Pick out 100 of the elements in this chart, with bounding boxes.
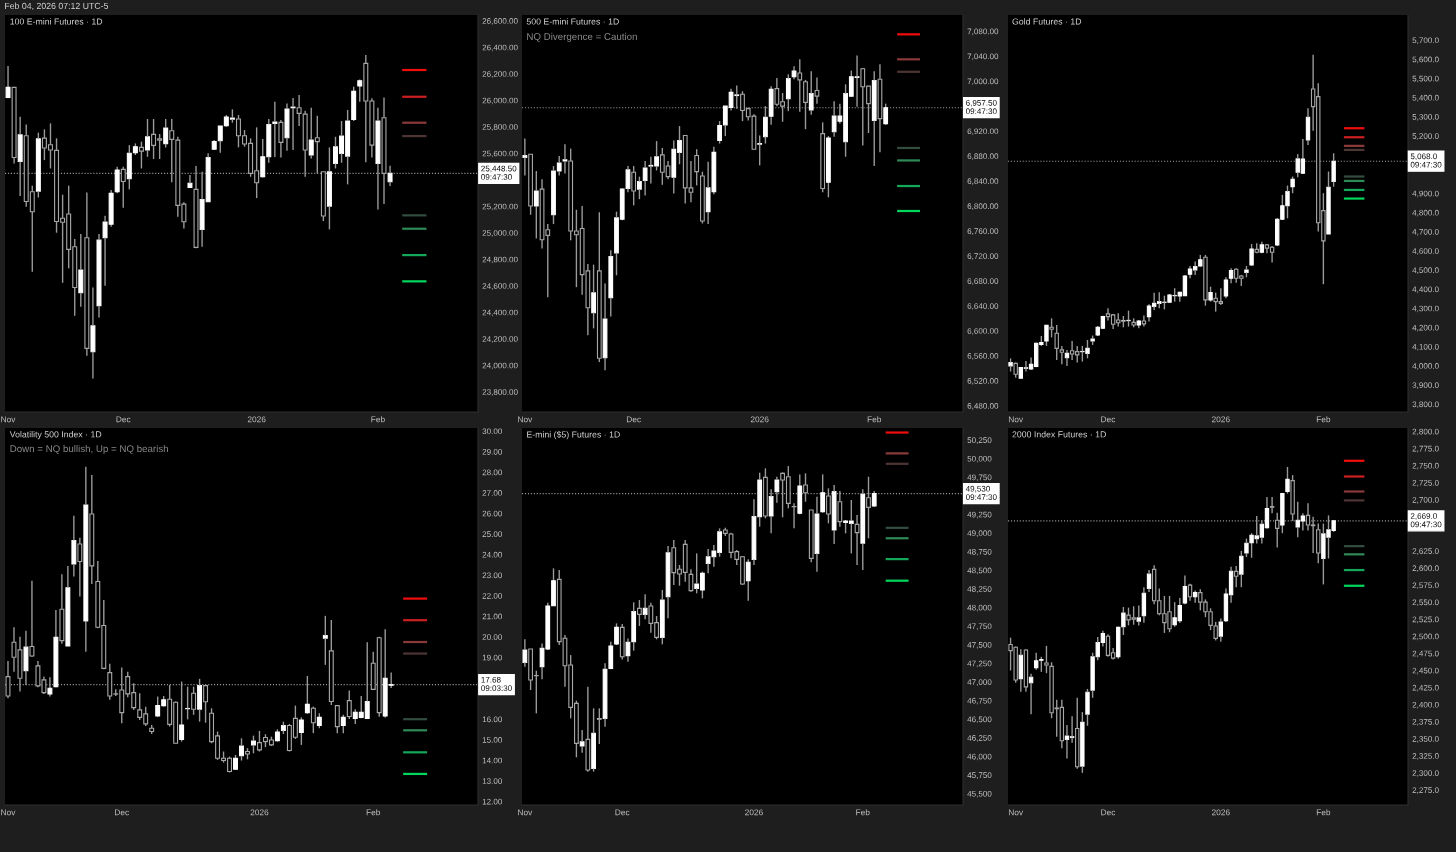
y-tick-label: 50,000 [967, 455, 992, 463]
candlestick [1269, 245, 1275, 264]
chart-title: 100 E-mini Futures · 1D [10, 18, 103, 25]
y-tick-label: 13.00 [482, 778, 503, 784]
x-tick-label: Feb [371, 416, 385, 423]
y-tick-label: 28.00 [482, 469, 503, 476]
y-tick-label: 23,800.00 [482, 389, 518, 396]
candlestick [1182, 274, 1188, 297]
y-tick-label: 25.00 [482, 531, 503, 537]
candlestick [83, 465, 89, 653]
x-tick-label: 2026 [750, 416, 769, 423]
candlestick [77, 536, 83, 598]
y-tick-label: 5,200.0 [1412, 133, 1439, 140]
candlestick [1285, 466, 1290, 495]
y-tick-label: 4,000.0 [1412, 363, 1439, 370]
candlestick [1018, 366, 1024, 379]
candlestick [562, 143, 568, 175]
y-tick-label: 4,600.0 [1412, 248, 1439, 255]
x-tick-label: Dec [626, 416, 641, 423]
candlestick [1305, 107, 1311, 146]
y-tick-label: 7,040.00 [967, 53, 999, 61]
y-tick-label: 4,800.0 [1412, 209, 1439, 217]
chart-title: 500 E-mini Futures · 1D [526, 18, 619, 25]
x-tick-label: Feb [366, 809, 381, 816]
y-tick-label: 6,720.00 [967, 253, 999, 260]
y-tick-label: 6,600.00 [967, 328, 999, 335]
candlestick [579, 729, 585, 754]
y-tick-label: 2,550.0 [1412, 599, 1439, 607]
y-tick-label: 45,500 [967, 790, 992, 798]
candlestick [71, 515, 77, 578]
y-tick-label: 4,900.0 [1412, 190, 1439, 198]
x-tick-label: Dec [615, 809, 630, 816]
y-tick-label: 2,575.0 [1412, 582, 1439, 590]
y-tick-label: 24,400.00 [482, 309, 518, 317]
y-tick-label: 2,475.0 [1412, 650, 1439, 658]
y-tick-label: 2,275.0 [1412, 787, 1439, 794]
x-tick-label: Nov [1008, 809, 1024, 816]
y-tick-label: 46,000 [967, 753, 992, 761]
x-tick-label: Feb [1316, 809, 1331, 816]
ref-line-label: 49,530 09:47:30 [965, 485, 997, 500]
y-tick-label: 2,350.0 [1412, 736, 1439, 743]
x-tick-label: 2026 [1211, 809, 1230, 816]
chart-title: Volatility 500 Index · 1D [9, 431, 102, 440]
y-tick-label: 6,800.00 [967, 203, 999, 210]
candlestick [688, 568, 694, 593]
candlestick [278, 119, 284, 159]
y-tick-label: 5,300.0 [1412, 114, 1439, 121]
y-tick-label: 24.00 [482, 551, 503, 558]
candlestick [866, 475, 871, 540]
x-tick-label: Dec [1101, 809, 1116, 816]
candlestick [89, 474, 95, 585]
candlestick [357, 78, 363, 103]
y-tick-label: 20.00 [482, 634, 503, 640]
x-tick-label: 2026 [247, 416, 266, 423]
y-tick-label: 6,520.00 [967, 378, 999, 385]
candlestick [608, 641, 614, 671]
candlestick [642, 593, 648, 621]
candlestick [522, 137, 528, 177]
candlestick [272, 100, 278, 158]
x-tick-label: 2026 [250, 809, 269, 816]
y-tick-label: 50,250 [967, 437, 992, 444]
text: Down = NQ bullish, Up = NQ bearish [10, 444, 168, 455]
y-tick-label: 29.00 [482, 448, 503, 455]
x-tick-label: Feb [867, 416, 882, 423]
y-tick-label: 47,500 [967, 642, 992, 649]
y-tick-label: 24,800.00 [482, 256, 518, 264]
y-tick-label: 24,200.00 [482, 336, 518, 343]
y-tick-label: 2,300.0 [1412, 770, 1439, 777]
y-tick-label: 2,450.0 [1412, 667, 1439, 675]
candlestick [84, 191, 90, 357]
candlestick [322, 615, 328, 666]
ref-line-label: 25,448.50 09:47:30 [481, 165, 517, 180]
candlestick [59, 573, 65, 645]
y-tick-label: 19.00 [482, 654, 503, 661]
x-tick-label: Dec [116, 416, 131, 423]
candlestick [11, 86, 17, 165]
candlestick [310, 705, 316, 734]
candlestick [90, 286, 96, 380]
y-tick-label: 2,425.0 [1412, 684, 1439, 692]
y-tick-label: 24,600.00 [482, 283, 518, 290]
candlestick [642, 160, 648, 197]
y-tick-label: 3,800.0 [1412, 401, 1439, 409]
y-tick-label: 5,500.0 [1412, 75, 1439, 83]
y-tick-label: 6,840.00 [967, 178, 999, 185]
y-tick-label: 48,000 [967, 604, 992, 612]
candlestick [29, 579, 35, 658]
y-tick-label: 2,700.0 [1412, 497, 1439, 504]
candlestick [314, 115, 320, 175]
candlestick [1105, 307, 1111, 322]
ref-line-label: 2,669.0 09:47:30 [1410, 513, 1442, 528]
x-tick-label: Nov [518, 416, 533, 423]
y-tick-label: 4,400.0 [1412, 286, 1439, 294]
y-tick-label: 6,560.00 [967, 353, 999, 360]
y-tick-label: 30.00 [482, 428, 503, 435]
x-tick-label: Dec [1101, 416, 1116, 423]
y-tick-label: 23.00 [482, 572, 503, 579]
candlestick [814, 76, 820, 105]
candlestick [5, 65, 11, 100]
y-tick-label: 2,750.0 [1412, 462, 1439, 470]
y-tick-label: 47,750 [967, 623, 992, 631]
